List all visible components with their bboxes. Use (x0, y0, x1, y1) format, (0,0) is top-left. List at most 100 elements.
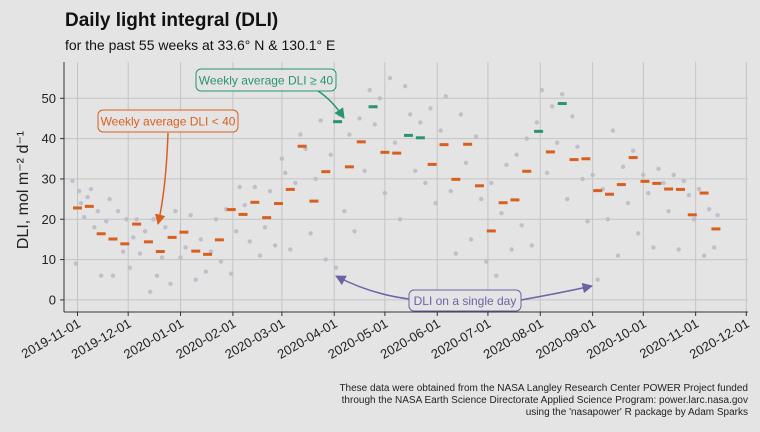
daily-point (570, 114, 575, 119)
annotation-single-day-arrow-right (520, 282, 594, 301)
daily-point (715, 213, 720, 218)
daily-point (92, 225, 97, 230)
daily-point (560, 92, 565, 97)
annotation-below: Weekly average DLI < 40 (97, 109, 239, 226)
caption-line-1: These data were obtained from the NASA L… (339, 383, 748, 394)
daily-point (686, 192, 692, 198)
gridlines (64, 62, 748, 312)
daily-point (509, 247, 514, 252)
daily-point (494, 273, 499, 278)
annotation-above-arrow (317, 90, 345, 119)
annotations: Weekly average DLI < 40 Weekly average D… (97, 68, 594, 312)
annotation-single-day-box (408, 289, 522, 312)
daily-point (120, 249, 126, 254)
daily-point (544, 170, 550, 176)
daily-point (605, 217, 611, 222)
annotation-below-text: Weekly average DLI < 40 (101, 115, 236, 129)
daily-point (134, 217, 139, 222)
daily-point (565, 196, 570, 202)
daily-point (620, 164, 626, 170)
daily-point (279, 156, 285, 161)
daily-point (347, 132, 352, 137)
weekly-averages (73, 102, 721, 256)
daily-point (147, 289, 153, 295)
daily-point (188, 213, 193, 218)
daily-point (257, 253, 263, 258)
daily-point (272, 243, 278, 248)
daily-point (313, 176, 318, 182)
daily-point (95, 208, 100, 214)
daily-point (73, 261, 79, 266)
daily-point (318, 118, 323, 123)
caption-line-3: using the 'nasapower' R package by Adam … (526, 407, 748, 418)
daily-point (484, 259, 489, 264)
daily-point (203, 269, 209, 274)
daily-point (328, 152, 334, 157)
daily-point (413, 168, 418, 174)
daily-points (70, 75, 720, 295)
daily-point (443, 94, 448, 99)
daily-point (666, 208, 671, 214)
daily-point (323, 257, 328, 262)
daily-point (308, 231, 313, 236)
daily-point (137, 251, 143, 256)
y-tick-label: 20 (42, 212, 56, 227)
daily-point (630, 148, 636, 153)
daily-point (468, 237, 474, 242)
daily-point (78, 200, 84, 206)
daily-point (402, 83, 408, 89)
daily-point (534, 120, 540, 125)
daily-point (595, 277, 600, 282)
daily-point (408, 112, 413, 117)
daily-point (252, 184, 258, 190)
daily-point (293, 180, 298, 186)
daily-point (213, 217, 219, 222)
plot-background (64, 62, 748, 312)
daily-point (178, 255, 183, 260)
daily-point (283, 170, 288, 176)
y-tick-labels: 0 10 20 30 40 50 (42, 91, 56, 308)
daily-point (610, 128, 616, 133)
daily-point (681, 178, 687, 184)
daily-point (519, 223, 524, 228)
daily-point (262, 225, 268, 230)
annotation-above: Weekly average DLI ≥ 40 (195, 68, 345, 119)
daily-point (288, 247, 293, 252)
daily-point (671, 172, 676, 178)
annotation-below-box (97, 109, 239, 133)
daily-point (183, 245, 188, 250)
daily-point (590, 172, 595, 178)
annotation-above-text: Weekly average DLI ≥ 40 (199, 74, 334, 88)
daily-point (107, 196, 112, 202)
daily-point (127, 265, 133, 270)
y-tick-label: 0 (49, 292, 56, 307)
daily-point (504, 162, 509, 168)
daily-point (367, 88, 372, 93)
caption: These data were obtained from the NASA L… (339, 383, 748, 418)
annotation-single-day-text: DLI on a single day (414, 294, 517, 308)
daily-point (115, 208, 121, 214)
daily-point (636, 231, 641, 236)
daily-point (387, 75, 393, 81)
daily-point (237, 184, 242, 190)
daily-point (549, 104, 555, 109)
daily-point (77, 188, 82, 194)
daily-point (458, 112, 464, 117)
daily-point (651, 245, 656, 250)
y-tick-label: 30 (42, 171, 56, 186)
chart-title: Daily light integral (DLI) (65, 10, 278, 31)
daily-point (154, 273, 160, 278)
daily-point (585, 219, 590, 224)
caption-line-2: through the NASA Earth Science Directora… (342, 395, 748, 406)
daily-point (218, 259, 224, 264)
daily-point (98, 273, 104, 278)
daily-point (110, 273, 116, 278)
daily-point (193, 277, 198, 282)
y-tick-label: 40 (42, 131, 56, 146)
daily-point (168, 281, 173, 286)
daily-point (372, 122, 377, 127)
daily-point (661, 180, 666, 186)
daily-point (428, 106, 433, 111)
